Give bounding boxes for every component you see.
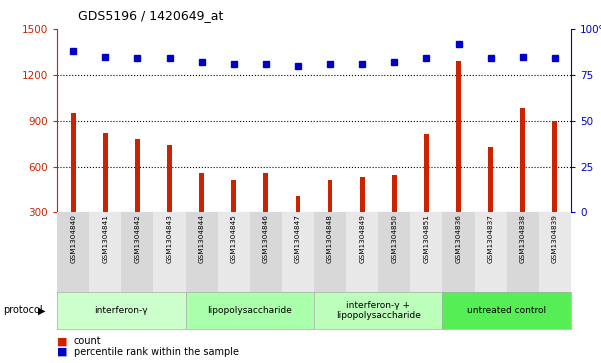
Bar [520,109,525,258]
Text: GSM1304849: GSM1304849 [359,214,365,263]
Text: GSM1304839: GSM1304839 [552,214,558,263]
Text: GSM1304841: GSM1304841 [102,214,108,263]
Text: GSM1304844: GSM1304844 [198,214,204,263]
Text: GSM1304851: GSM1304851 [424,214,430,263]
Bar [328,180,332,258]
Bar [360,177,365,258]
Text: GSM1304845: GSM1304845 [231,214,237,263]
Text: GSM1304847: GSM1304847 [295,214,301,263]
Bar [135,139,140,258]
Text: GSM1304848: GSM1304848 [327,214,333,263]
Text: ■: ■ [57,336,67,346]
Text: percentile rank within the sample: percentile rank within the sample [74,347,239,357]
Bar [392,175,397,258]
Bar [456,61,461,258]
Bar [424,134,429,258]
Text: GSM1304837: GSM1304837 [487,214,493,263]
Text: protocol: protocol [3,305,43,315]
Bar [71,113,76,258]
Text: GSM1304836: GSM1304836 [456,214,462,263]
Text: lipopolysaccharide: lipopolysaccharide [207,306,292,315]
Bar [488,147,493,258]
Text: GSM1304846: GSM1304846 [263,214,269,263]
Bar [231,180,236,258]
Text: count: count [74,336,102,346]
Text: ▶: ▶ [38,305,45,315]
Text: interferon-γ +
lipopolysaccharide: interferon-γ + lipopolysaccharide [336,301,421,320]
Bar [167,145,172,258]
Bar [199,173,204,258]
Text: GSM1304838: GSM1304838 [520,214,526,263]
Text: ■: ■ [57,347,67,357]
Text: GSM1304850: GSM1304850 [391,214,397,263]
Text: untreated control: untreated control [467,306,546,315]
Text: GDS5196 / 1420649_at: GDS5196 / 1420649_at [78,9,224,22]
Text: GSM1304840: GSM1304840 [70,214,76,263]
Bar [263,174,268,258]
Bar [103,133,108,258]
Bar [552,121,557,258]
Bar [296,196,300,258]
Text: GSM1304842: GSM1304842 [135,214,141,263]
Text: interferon-γ: interferon-γ [94,306,148,315]
Text: GSM1304843: GSM1304843 [166,214,172,263]
